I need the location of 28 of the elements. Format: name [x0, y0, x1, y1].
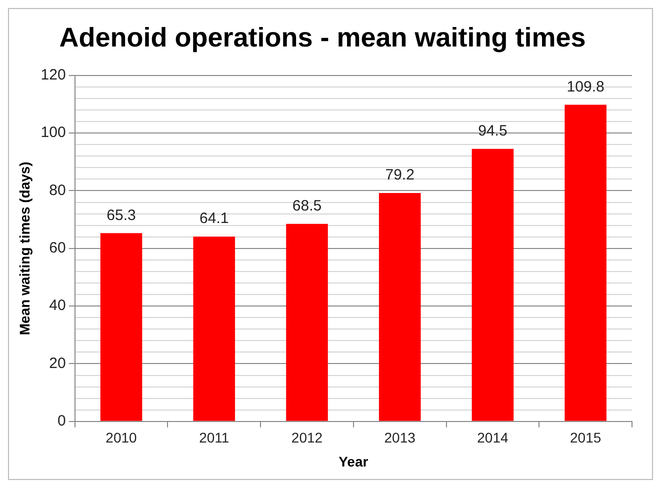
y-tick-label: 0	[57, 412, 66, 430]
y-axis-title: Mean waiting times (days)	[16, 162, 32, 336]
bar	[193, 236, 236, 421]
bar	[472, 148, 514, 421]
y-tick-label: 60	[49, 240, 66, 257]
x-tick-label: 2013	[384, 430, 416, 446]
y-tick-label: 40	[49, 297, 66, 314]
bar	[100, 233, 142, 421]
y-tick-label: 20	[49, 354, 66, 372]
y-tick-label: 100	[40, 124, 66, 142]
x-tick-label: 2015	[570, 430, 602, 446]
bar	[286, 224, 328, 421]
data-label: 64.1	[200, 210, 229, 228]
data-label: 65.3	[106, 206, 136, 224]
data-label: 79.2	[385, 166, 414, 184]
data-label: 94.5	[478, 122, 508, 140]
chart-title: Adenoid operations - mean waiting times	[59, 22, 586, 53]
y-tick-label: 120	[40, 66, 66, 84]
x-tick-label: 2010	[106, 430, 138, 446]
x-tick-label: 2011	[199, 430, 230, 446]
y-tick-label: 80	[49, 182, 66, 199]
x-axis-title: Year	[338, 453, 369, 470]
bar	[378, 193, 421, 421]
bar	[564, 104, 606, 421]
x-tick-label: 2012	[291, 430, 323, 446]
x-tick-label: 2014	[477, 430, 508, 446]
data-label: 109.8	[566, 78, 604, 96]
data-label: 68.5	[292, 198, 322, 215]
